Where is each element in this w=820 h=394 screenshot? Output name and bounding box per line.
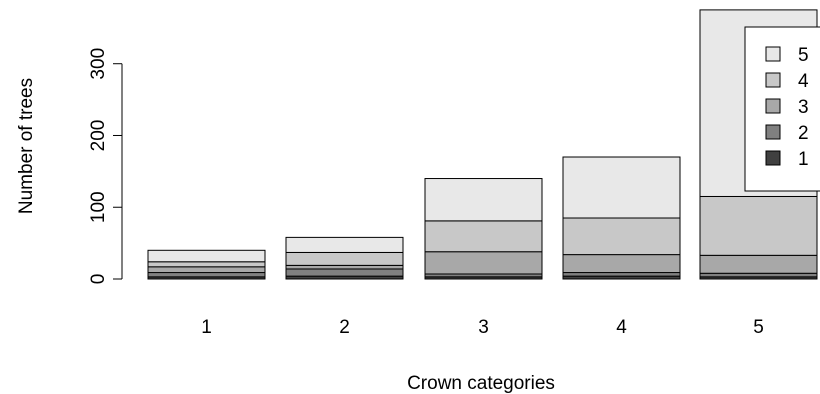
y-tick-label: 100 — [88, 191, 109, 223]
bar-segment-cat5-series2 — [699, 272, 818, 278]
bar-segment-cat2-series2 — [285, 268, 404, 277]
bar-segment-cat3-series3 — [424, 251, 543, 275]
legend-swatch-3 — [765, 98, 781, 114]
bar-segment-cat4-series3 — [562, 254, 681, 274]
legend-label-3: 3 — [798, 97, 809, 118]
legend-swatch-1 — [765, 150, 781, 166]
y-tick-label: 200 — [88, 120, 109, 152]
x-tick-label: 3 — [478, 317, 489, 338]
legend-label-4: 4 — [798, 71, 809, 92]
bar-segment-cat1-series5 — [147, 249, 266, 263]
x-axis-title: Crown categories — [407, 373, 555, 394]
bar-segment-cat4-series2 — [562, 272, 681, 277]
x-tick-label: 5 — [753, 317, 764, 338]
y-axis-title: Number of trees — [16, 78, 37, 214]
x-tick-labels: 1 2 3 4 5 — [201, 317, 764, 338]
x-tick-label: 4 — [616, 317, 627, 338]
legend-label-2: 2 — [798, 123, 809, 144]
bar-segment-cat1-series2 — [147, 272, 266, 278]
bar-segment-cat2-series4 — [285, 251, 404, 266]
bars — [147, 9, 818, 280]
bar-segment-cat5-series4 — [699, 195, 818, 256]
y-tick-label: 300 — [88, 48, 109, 80]
y-tick-label: 0 — [88, 274, 109, 285]
legend-label-5: 5 — [798, 45, 809, 66]
x-tick-label: 2 — [339, 317, 350, 338]
legend-box — [744, 26, 820, 192]
legend-swatch-5 — [765, 46, 781, 62]
bar-segment-cat2-series3 — [285, 264, 404, 270]
bar-segment-cat3-series4 — [424, 220, 543, 253]
x-tick-label: 1 — [201, 317, 212, 338]
bar-segment-cat4-series4 — [562, 217, 681, 256]
legend-swatch-4 — [765, 72, 781, 88]
bar-segment-cat4-series5 — [562, 156, 681, 219]
bar-segment-cat2-series5 — [285, 236, 404, 253]
bar-segment-cat1-series3 — [147, 266, 266, 274]
legend-label-1: 1 — [798, 149, 809, 170]
y-axis: 0 100 200 300 — [88, 48, 123, 285]
legend-swatch-2 — [765, 124, 781, 140]
bar-segment-cat3-series5 — [424, 178, 543, 222]
legend: 5 4 3 2 1 — [744, 26, 820, 192]
bar-segment-cat5-series3 — [699, 254, 818, 274]
bar-segment-cat1-series4 — [147, 261, 266, 268]
